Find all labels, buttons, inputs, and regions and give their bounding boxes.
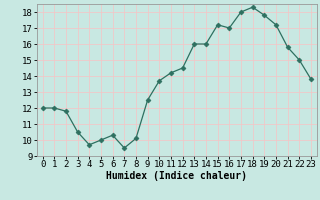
X-axis label: Humidex (Indice chaleur): Humidex (Indice chaleur) (106, 171, 247, 181)
